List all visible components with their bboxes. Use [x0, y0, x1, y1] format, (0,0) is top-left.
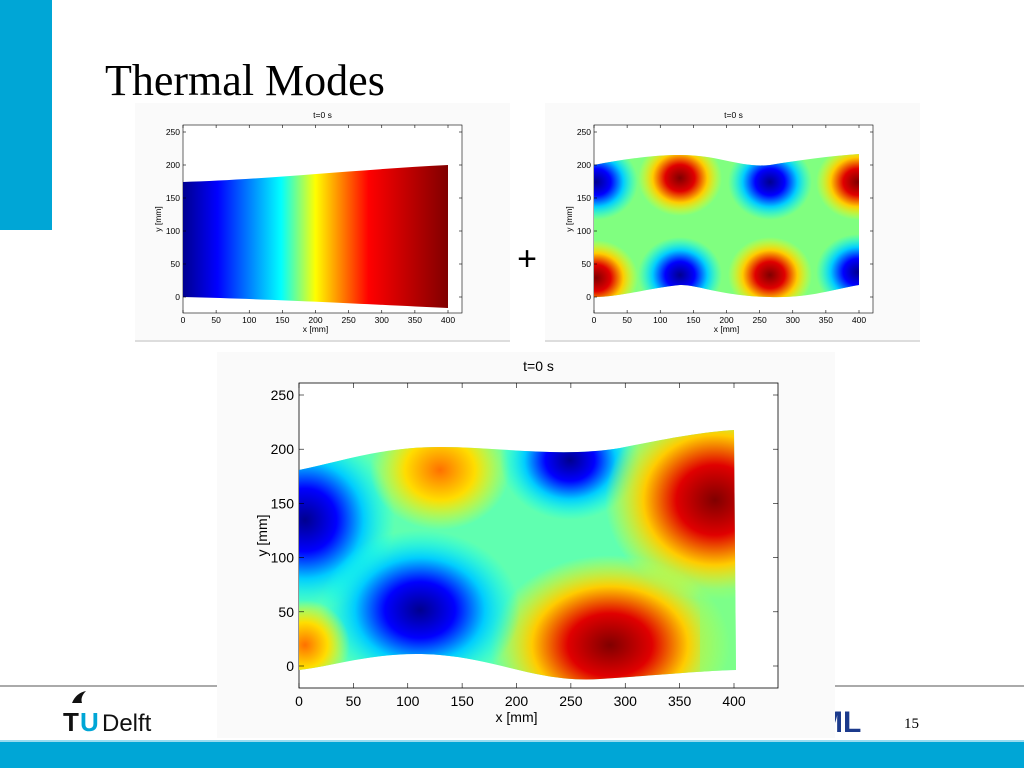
- y-tick-label: 200: [577, 160, 591, 170]
- page-number: 15: [904, 716, 919, 732]
- x-tick-label: 400: [441, 315, 455, 325]
- x-tick-label: 100: [653, 315, 667, 325]
- footer-band-edge: [0, 740, 1024, 742]
- y-axis-label: y [mm]: [254, 515, 270, 557]
- x-tick-label: 300: [375, 315, 389, 325]
- y-axis-label: y [mm]: [564, 206, 574, 232]
- plot-title: t=0 s: [523, 358, 554, 374]
- logo-text: Delft: [102, 710, 152, 737]
- plus-sign: +: [517, 240, 537, 278]
- logo-flame: [72, 691, 86, 703]
- x-tick-label: 350: [668, 693, 692, 709]
- x-tick-label: 150: [450, 693, 474, 709]
- x-tick-label: 200: [505, 693, 529, 709]
- x-tick-label: 50: [211, 315, 221, 325]
- x-axis-label: x [mm]: [303, 324, 329, 334]
- x-tick-label: 0: [295, 693, 303, 709]
- x-tick-label: 0: [592, 315, 597, 325]
- plot-title: t=0 s: [313, 110, 332, 120]
- y-tick-label: 150: [577, 193, 591, 203]
- y-tick-label: 150: [271, 495, 295, 511]
- x-tick-label: 100: [396, 693, 420, 709]
- x-tick-label: 50: [622, 315, 632, 325]
- x-tick-label: 0: [181, 315, 186, 325]
- y-tick-label: 50: [582, 259, 592, 269]
- x-tick-label: 150: [686, 315, 700, 325]
- y-tick-label: 0: [175, 292, 180, 302]
- y-tick-label: 0: [586, 292, 591, 302]
- y-tick-label: 250: [577, 127, 591, 137]
- x-tick-label: 200: [719, 315, 733, 325]
- x-axis-label: x [mm]: [496, 709, 538, 725]
- temperature-field: [183, 165, 448, 308]
- x-tick-label: 50: [346, 693, 362, 709]
- footer-band: [0, 740, 1024, 768]
- accent-bar: [0, 0, 52, 230]
- y-tick-label: 150: [166, 193, 180, 203]
- x-tick-label: 100: [242, 315, 256, 325]
- x-tick-label: 350: [408, 315, 422, 325]
- x-tick-label: 400: [852, 315, 866, 325]
- logo-t: T: [63, 707, 79, 737]
- x-tick-label: 300: [614, 693, 638, 709]
- x-tick-label: 250: [559, 693, 583, 709]
- y-tick-label: 50: [171, 259, 181, 269]
- y-tick-label: 250: [271, 387, 295, 403]
- y-tick-label: 100: [166, 226, 180, 236]
- y-tick-label: 100: [577, 226, 591, 236]
- x-tick-label: 250: [753, 315, 767, 325]
- x-tick-label: 200: [308, 315, 322, 325]
- y-tick-label: 50: [278, 604, 294, 620]
- plot-title: t=0 s: [724, 110, 743, 120]
- y-tick-label: 100: [271, 550, 295, 566]
- x-tick-label: 400: [722, 693, 746, 709]
- y-tick-label: 200: [271, 441, 295, 457]
- x-tick-label: 350: [819, 315, 833, 325]
- temperature-field: [299, 430, 736, 680]
- y-tick-label: 200: [166, 160, 180, 170]
- y-tick-label: 0: [286, 658, 294, 674]
- slide-title: Thermal Modes: [105, 56, 385, 105]
- logo-u: U: [80, 707, 99, 737]
- y-axis-label: y [mm]: [153, 206, 163, 232]
- x-tick-label: 300: [786, 315, 800, 325]
- x-tick-label: 250: [342, 315, 356, 325]
- x-axis-label: x [mm]: [714, 324, 740, 334]
- y-tick-label: 250: [166, 127, 180, 137]
- x-tick-label: 150: [275, 315, 289, 325]
